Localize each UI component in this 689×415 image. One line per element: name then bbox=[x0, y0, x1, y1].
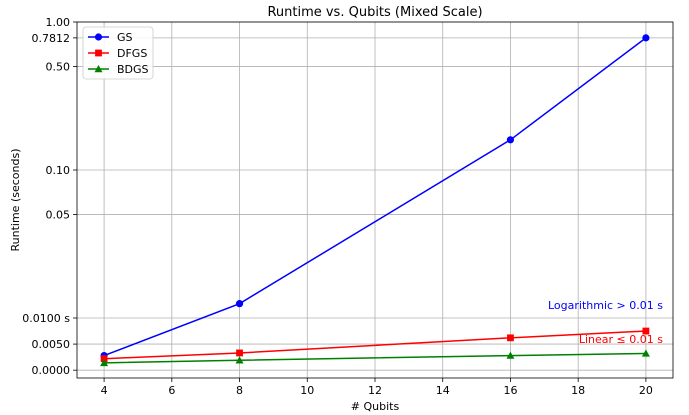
legend-marker-dfgs bbox=[95, 49, 102, 57]
data-point-gs bbox=[642, 34, 650, 42]
y-axis: 0.0000 0.0050 0.0100 s 0.05 0.10 0.50 0.7812 1.… bbox=[22, 16, 77, 377]
data-point-gs bbox=[506, 136, 515, 144]
legend-label-bdgs: BDGS bbox=[117, 63, 149, 76]
legend-box bbox=[82, 26, 154, 80]
x-axis-title: # Qubits bbox=[351, 400, 400, 413]
y-tick-label: 0.0050 bbox=[32, 338, 71, 351]
data-point-bdgs bbox=[506, 351, 515, 359]
x-tick-label: 8 bbox=[236, 384, 243, 397]
x-tick-label: 6 bbox=[168, 384, 175, 397]
data-point-bdgs bbox=[235, 356, 244, 364]
data-point-dfgs bbox=[507, 334, 514, 342]
legend-marker-bdgs bbox=[94, 65, 103, 73]
legend-label-dfgs: DFGS bbox=[117, 47, 147, 60]
data-point-dfgs bbox=[236, 349, 243, 357]
y-tick-label: 0.0000 bbox=[32, 364, 71, 377]
y-tick-label: 0.05 bbox=[46, 209, 71, 222]
annotation-log-region: Logarithmic > 0.01 s bbox=[548, 299, 663, 312]
series-bdgs bbox=[100, 349, 650, 367]
data-point-dfgs bbox=[642, 327, 650, 335]
y-tick-label: 0.7812 bbox=[32, 32, 71, 45]
data-point-gs bbox=[235, 300, 244, 308]
x-tick-label: 10 bbox=[300, 384, 314, 397]
y-tick-label: 0.0100 s bbox=[22, 312, 70, 325]
legend-label-gs: GS bbox=[117, 31, 133, 44]
chart-title: Runtime vs. Qubits (Mixed Scale) bbox=[267, 5, 482, 20]
series-line-bdgs bbox=[104, 352, 646, 364]
data-point-dfgs bbox=[100, 355, 108, 363]
data-point-bdgs bbox=[641, 349, 650, 357]
annotations: Logarithmic > 0.01 s Linear ≤ 0.01 s bbox=[548, 299, 663, 346]
series-layer bbox=[100, 34, 650, 367]
grid-lines bbox=[77, 21, 673, 378]
legend-marker-gs bbox=[94, 33, 103, 41]
y-tick-label: 1.00 bbox=[46, 16, 71, 29]
x-tick-label: 18 bbox=[571, 384, 585, 397]
series-line-dfgs bbox=[104, 330, 646, 360]
x-tick-label: 20 bbox=[639, 384, 653, 397]
data-point-bdgs bbox=[100, 358, 109, 367]
x-axis: 4 6 8 10 12 14 16 18 20 bbox=[101, 378, 653, 397]
x-tick-label: 4 bbox=[101, 384, 108, 397]
y-tick-label: 0.10 bbox=[46, 164, 71, 177]
legend: GS DFGS BDGS bbox=[82, 26, 154, 80]
y-tick-label: 0.50 bbox=[46, 61, 71, 74]
x-tick-label: 14 bbox=[436, 384, 450, 397]
annotation-linear-region: Linear ≤ 0.01 s bbox=[579, 333, 663, 346]
y-axis-title: Runtime (seconds) bbox=[9, 149, 22, 252]
x-tick-label: 16 bbox=[503, 384, 517, 397]
series-dfgs bbox=[100, 327, 650, 363]
series-line-gs bbox=[103, 37, 647, 357]
x-tick-label: 12 bbox=[368, 384, 382, 397]
